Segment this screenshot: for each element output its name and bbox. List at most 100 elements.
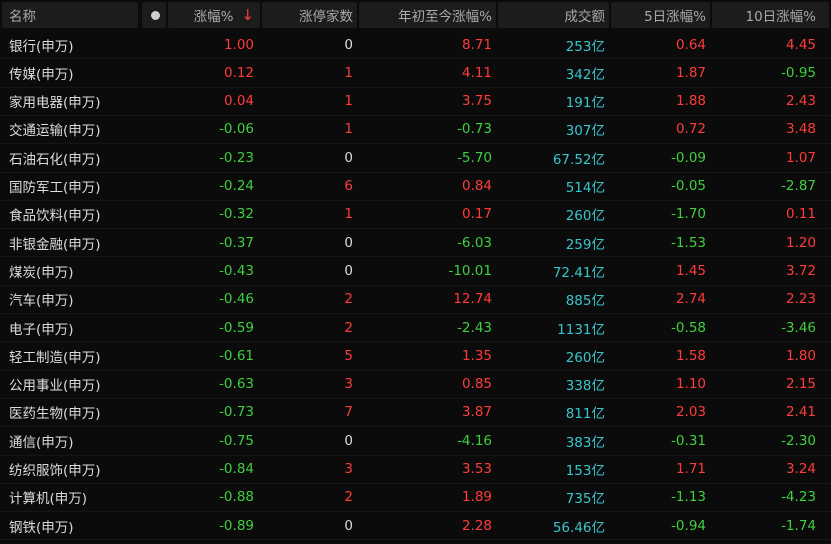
cell-5d-pct: -0.05 (671, 178, 706, 194)
row-divider (0, 171, 831, 173)
table-row[interactable]: 非银金融(申万) -0.37 0 -6.03 259亿 -1.53 1.20 (0, 229, 831, 256)
row-divider (0, 341, 831, 343)
cell-sector-name: 电子(申万) (9, 321, 74, 338)
cell-limit-up-count: 0 (344, 234, 353, 251)
cell-change-pct: 1.00 (223, 36, 254, 53)
cell-10d-pct: -4.23 (781, 489, 816, 506)
cell-10d-pct: 2.41 (785, 404, 816, 421)
cell-5d-pct: 1.58 (675, 347, 706, 364)
cell-turnover: 259亿 (565, 236, 605, 253)
cell-sector-name: 交通运输(申万) (9, 123, 101, 140)
cell-sector-name: 计算机(申万) (9, 491, 88, 508)
column-header-turnover[interactable]: 成交额 (564, 9, 606, 25)
cell-change-pct: -0.32 (219, 206, 254, 223)
column-header-5d[interactable]: 5日涨幅% (644, 9, 706, 25)
cell-change-pct: -0.46 (219, 291, 254, 308)
cell-limit-up-count: 2 (344, 489, 353, 506)
table-row[interactable]: 汽车(申万) -0.46 2 12.74 885亿 2.74 2.23 (0, 286, 831, 313)
cell-ytd-pct: 1.35 (461, 347, 492, 364)
cell-sector-name: 银行(申万) (9, 38, 74, 55)
cell-limit-up-count: 1 (344, 93, 353, 110)
row-divider (0, 58, 831, 60)
column-header-10d[interactable]: 10日涨幅% (745, 9, 816, 25)
cell-limit-up-count: 3 (344, 461, 353, 477)
cell-ytd-pct: 12.74 (453, 291, 492, 308)
cell-sector-name: 公用事业(申万) (9, 378, 101, 395)
row-divider (0, 482, 831, 484)
cell-sector-name: 国防军工(申万) (9, 180, 101, 196)
row-divider (0, 86, 831, 88)
cell-turnover: 260亿 (565, 208, 605, 225)
cell-turnover: 811亿 (565, 406, 605, 423)
cell-10d-pct: 2.23 (785, 291, 816, 308)
column-header-limit-up[interactable]: 涨停家数 (299, 9, 353, 25)
header-bg-limit (262, 2, 357, 28)
cell-5d-pct: 0.72 (675, 121, 706, 138)
cell-ytd-pct: 4.11 (461, 64, 492, 81)
table-row[interactable]: 公用事业(申万) -0.63 3 0.85 338亿 1.10 2.15 (0, 371, 831, 398)
cell-limit-up-count: 0 (344, 149, 353, 166)
cell-change-pct: -0.75 (219, 432, 254, 449)
table-row[interactable]: 计算机(申万) -0.88 2 1.89 735亿 -1.13 -4.23 (0, 484, 831, 511)
cell-limit-up-count: 3 (344, 376, 353, 393)
cell-5d-pct: -0.58 (671, 319, 706, 336)
cell-ytd-pct: 0.84 (461, 178, 492, 194)
cell-ytd-pct: 8.71 (461, 36, 492, 53)
cell-limit-up-count: 5 (344, 347, 353, 364)
row-divider (0, 397, 831, 399)
cell-ytd-pct: 3.87 (461, 404, 492, 421)
table-row[interactable]: 交通运输(申万) -0.06 1 -0.73 307亿 0.72 3.48 (0, 116, 831, 143)
cell-turnover: 885亿 (565, 293, 605, 310)
cell-5d-pct: 2.03 (675, 404, 706, 421)
table-row[interactable]: 国防军工(申万) -0.24 6 0.84 514亿 -0.05 -2.87 (0, 173, 831, 200)
cell-change-pct: 0.04 (223, 93, 254, 110)
cell-5d-pct: -0.94 (671, 517, 706, 534)
cell-ytd-pct: -5.70 (457, 149, 492, 166)
table-row[interactable]: 传媒(申万) 0.12 1 4.11 342亿 1.87 -0.95 (0, 59, 831, 86)
cell-5d-pct: -1.70 (671, 206, 706, 223)
dot-icon[interactable] (150, 10, 160, 20)
cell-change-pct: 0.12 (223, 64, 254, 81)
cell-sector-name: 煤炭(申万) (9, 264, 74, 281)
cell-10d-pct: 0.11 (785, 206, 816, 223)
column-header-ytd[interactable]: 年初至今涨幅% (398, 9, 492, 25)
cell-turnover: 307亿 (565, 123, 605, 140)
cell-sector-name: 汽车(申万) (9, 293, 74, 310)
row-divider (0, 114, 831, 116)
cell-limit-up-count: 6 (344, 178, 353, 194)
cell-10d-pct: 4.45 (785, 36, 816, 53)
column-header-change[interactable]: 涨幅% ↓ (168, 2, 260, 28)
table-row[interactable]: 医药生物(申万) -0.73 7 3.87 811亿 2.03 2.41 (0, 399, 831, 426)
table-row[interactable]: 钢铁(申万) -0.89 0 2.28 56.46亿 -0.94 -1.74 (0, 512, 831, 539)
header-bg-ytd (359, 2, 496, 28)
table-row[interactable]: 银行(申万) 1.00 0 8.71 253亿 0.64 4.45 (0, 31, 831, 58)
table-row[interactable]: 家用电器(申万) 0.04 1 3.75 191亿 1.88 2.43 (0, 88, 831, 115)
cell-10d-pct: 1.07 (785, 149, 816, 166)
row-divider (0, 369, 831, 371)
table-row[interactable]: 通信(申万) -0.75 0 -4.16 383亿 -0.31 -2.30 (0, 427, 831, 454)
table-row[interactable]: 纺织服饰(申万) -0.84 3 3.53 153亿 1.71 3.24 (0, 456, 831, 483)
table-row[interactable]: 煤炭(申万) -0.43 0 -10.01 72.41亿 1.45 3.72 (0, 257, 831, 284)
cell-10d-pct: 3.48 (785, 121, 816, 138)
cell-10d-pct: -2.30 (781, 432, 816, 449)
cell-change-pct: -0.88 (219, 489, 254, 506)
cell-5d-pct: 1.87 (675, 64, 706, 81)
row-divider (0, 256, 831, 258)
cell-sector-name: 家用电器(申万) (9, 95, 101, 112)
cell-ytd-pct: 3.75 (461, 93, 492, 110)
table-row[interactable]: 食品饮料(申万) -0.32 1 0.17 260亿 -1.70 0.11 (0, 201, 831, 228)
header-bg-turnover (498, 2, 609, 28)
table-row[interactable]: 石油石化(申万) -0.23 0 -5.70 67.52亿 -0.09 1.07 (0, 144, 831, 171)
cell-change-pct: -0.23 (219, 149, 254, 166)
column-settings-dot[interactable] (142, 2, 168, 28)
table-row[interactable]: 轻工制造(申万) -0.61 5 1.35 260亿 1.58 1.80 (0, 342, 831, 369)
cell-10d-pct: 2.15 (785, 376, 816, 393)
cell-limit-up-count: 1 (344, 121, 353, 138)
table-row[interactable]: 电子(申万) -0.59 2 -2.43 1131亿 -0.58 -3.46 (0, 314, 831, 341)
cell-5d-pct: -0.31 (671, 432, 706, 449)
sort-desc-icon[interactable]: ↓ (241, 6, 254, 24)
column-header-name[interactable]: 名称 (9, 9, 36, 25)
cell-ytd-pct: -10.01 (448, 262, 492, 279)
cell-sector-name: 通信(申万) (9, 434, 74, 451)
cell-change-pct: -0.06 (219, 121, 254, 138)
